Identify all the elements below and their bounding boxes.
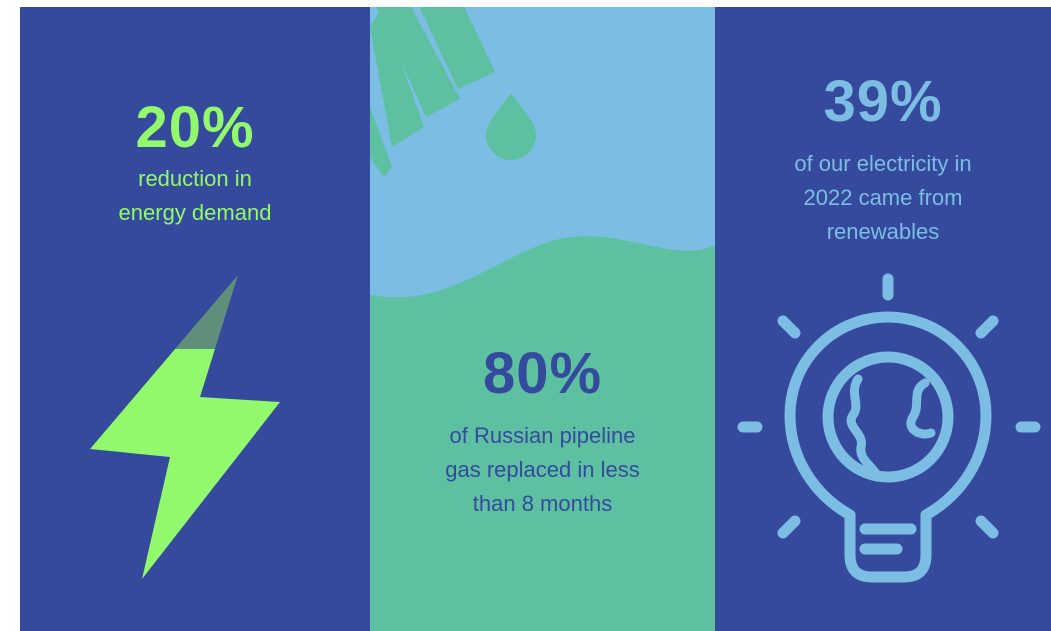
renewables-stat: 39% — [823, 69, 943, 134]
energy-demand-description: reduction in energy demand — [118, 166, 272, 225]
gas-pipe-drop-icon — [370, 7, 715, 298]
lightning-bolt-icon — [90, 275, 280, 579]
russian-gas-panel: 80% of Russian pipeline gas replaced in … — [370, 7, 715, 631]
energy-demand-panel: 20% reduction in energy demand — [20, 7, 370, 631]
renewables-description: of our electricity in 2022 came from ren… — [794, 151, 972, 244]
russian-gas-stat: 80% — [482, 341, 603, 406]
globe-lightbulb-icon — [737, 273, 1041, 583]
russian-gas-description: of Russian pipeline gas replaced in less… — [445, 423, 640, 516]
renewables-panel: 39% of our electricity in 2022 came from… — [715, 7, 1051, 631]
energy-demand-stat: 20% — [135, 95, 255, 160]
